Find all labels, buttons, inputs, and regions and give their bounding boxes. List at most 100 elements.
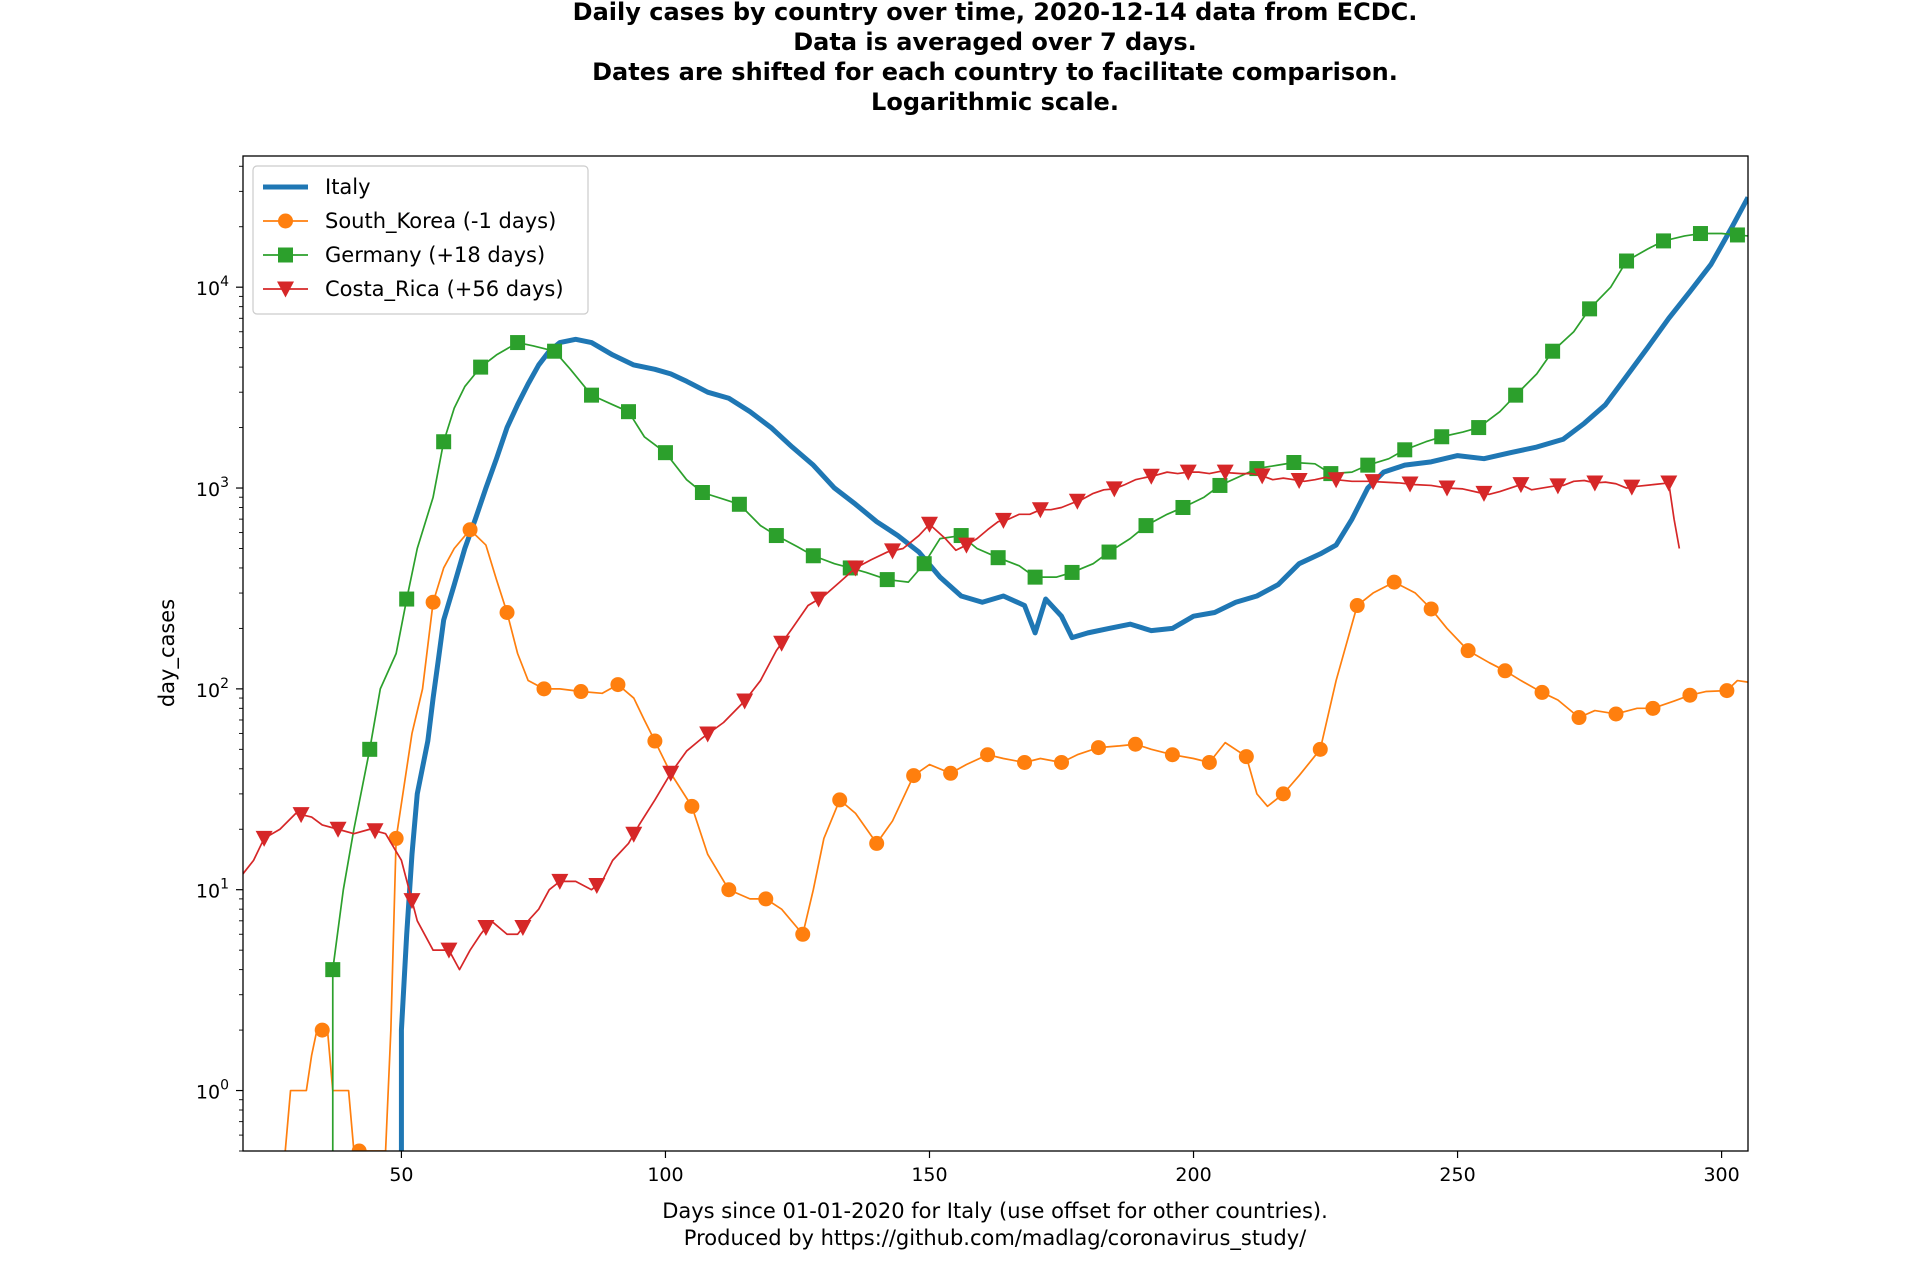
x-axis-label: Days since 01-01-2020 for Italy (use off… — [662, 1199, 1328, 1251]
data-point — [657, 445, 673, 461]
y-axis-label: day_cases — [155, 599, 180, 707]
data-point — [1497, 663, 1513, 679]
data-point — [473, 359, 489, 375]
data-point — [1312, 741, 1328, 757]
data-point — [610, 677, 626, 693]
data-point — [879, 572, 895, 588]
data-point — [1582, 301, 1598, 317]
data-point — [916, 556, 932, 572]
x-axis-label-line-1: Days since 01-01-2020 for Italy (use off… — [662, 1199, 1328, 1223]
plot-frame — [242, 155, 1749, 1152]
plot-area — [243, 196, 1748, 1151]
data-point — [1031, 502, 1049, 519]
data-point — [1623, 479, 1641, 496]
data-point — [810, 591, 828, 608]
data-point — [1364, 474, 1382, 491]
data-point — [1682, 687, 1698, 703]
data-point — [699, 726, 717, 743]
legend-label: Germany (+18 days) — [325, 243, 545, 267]
data-point — [1645, 700, 1661, 716]
data-point — [1719, 683, 1735, 699]
data-point — [547, 343, 563, 359]
data-point — [731, 496, 747, 512]
data-point — [351, 1143, 367, 1151]
data-point — [1101, 544, 1117, 560]
legend-entry: Italy — [263, 175, 371, 199]
data-point — [1275, 786, 1291, 802]
data-point — [1475, 485, 1493, 502]
legend-box — [252, 165, 589, 315]
legend-entry: Costa_Rica (+56 days) — [263, 277, 564, 302]
data-point — [1401, 476, 1419, 493]
data-point — [906, 768, 922, 784]
data-point — [1360, 457, 1376, 473]
series-line-1 — [398, 196, 1748, 1151]
data-point — [436, 434, 452, 450]
data-point — [510, 335, 526, 351]
legend: Italy South_Korea (-1 days) Germany (+18 d… — [252, 165, 589, 315]
title-line-3: Dates are shifted for each country to fa… — [592, 58, 1398, 86]
x-tick-label: 100 — [647, 1164, 683, 1186]
series-3 — [325, 226, 1748, 1151]
series-2 — [284, 522, 1748, 1151]
data-point — [1253, 468, 1271, 485]
data-point — [1216, 464, 1234, 481]
data-point — [1201, 754, 1217, 770]
title-line-1: Daily cases by country over time, 2020-1… — [573, 0, 1418, 26]
data-point — [1460, 643, 1476, 659]
legend-label: Italy — [325, 175, 371, 199]
data-point — [805, 548, 821, 564]
data-point — [736, 693, 754, 710]
data-point — [773, 635, 791, 652]
x-tick-label: 200 — [1175, 1164, 1211, 1186]
data-point — [1068, 493, 1086, 510]
series-line-4 — [243, 470, 1681, 971]
data-point — [1438, 480, 1456, 497]
data-point — [314, 1022, 330, 1038]
data-point — [440, 942, 458, 959]
title-line-4: Logarithmic scale. — [871, 88, 1119, 116]
data-point — [1175, 499, 1191, 515]
data-point — [1286, 455, 1302, 471]
data-point — [1545, 343, 1561, 359]
legend-marker — [278, 247, 293, 263]
data-point — [499, 605, 515, 621]
data-point — [721, 882, 737, 898]
data-point — [758, 891, 774, 907]
data-point — [1127, 736, 1143, 752]
data-point — [620, 404, 636, 420]
data-point — [573, 684, 589, 700]
data-point — [684, 798, 700, 814]
data-point — [292, 807, 310, 824]
series-line-2 — [284, 528, 1748, 1151]
data-point — [1238, 749, 1254, 765]
x-tick-label: 300 — [1703, 1164, 1739, 1186]
data-point — [1571, 710, 1587, 726]
data-point — [1027, 569, 1043, 585]
data-point — [425, 594, 441, 610]
data-point — [1386, 574, 1402, 590]
legend-label: South_Korea (-1 days) — [325, 209, 556, 234]
data-point — [588, 878, 606, 895]
data-point — [536, 681, 552, 697]
data-point — [943, 765, 959, 781]
data-point — [1138, 518, 1154, 534]
data-point — [403, 893, 421, 910]
data-point — [994, 512, 1012, 529]
data-point — [329, 821, 347, 838]
data-point — [662, 765, 680, 782]
data-point — [1349, 598, 1365, 614]
data-point — [255, 830, 273, 847]
title-line-2: Data is averaged over 7 days. — [793, 28, 1197, 56]
data-point — [551, 873, 569, 890]
y-tick-label: 104 — [196, 274, 229, 300]
data-point — [1656, 233, 1672, 249]
data-point — [1508, 387, 1524, 403]
data-point — [884, 543, 902, 560]
x-tick-label: 250 — [1439, 1164, 1475, 1186]
data-point — [362, 741, 378, 757]
data-point — [647, 733, 663, 749]
data-point — [1105, 481, 1123, 498]
data-point — [1471, 420, 1487, 436]
data-point — [325, 962, 341, 978]
